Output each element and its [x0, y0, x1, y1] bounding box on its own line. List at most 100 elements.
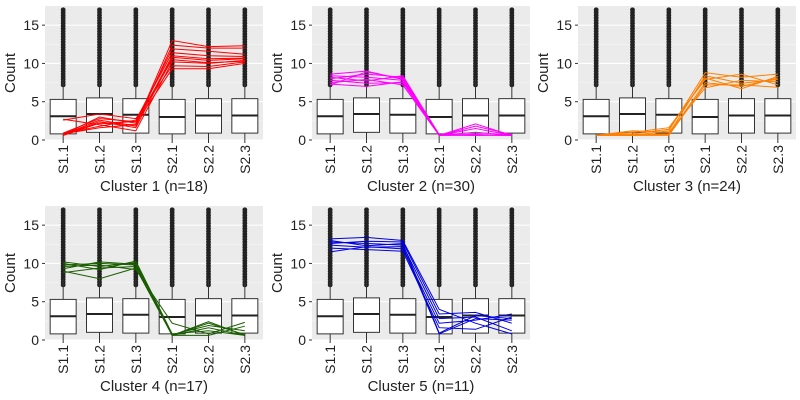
box-iqr — [122, 298, 150, 334]
boxplot-S2.3 — [231, 7, 259, 140]
box-iqr — [353, 297, 380, 333]
x-tick-label: S1.3 — [661, 145, 677, 174]
y-tick-label: 10 — [290, 55, 306, 71]
outlier-point — [775, 7, 781, 13]
boxplot-S2.1 — [691, 7, 719, 140]
outlier-point — [666, 7, 672, 13]
boxplot-S2.1 — [158, 7, 186, 140]
outlier-point — [473, 7, 478, 13]
boxplot-S1.1 — [582, 7, 610, 140]
panel-xlabel: Cluster 2 (n=30) — [367, 178, 475, 195]
x-tick-label: S2.3 — [504, 345, 520, 374]
outlier-point — [206, 207, 211, 213]
boxplot-S2.3 — [231, 207, 259, 340]
y-tick-label: 0 — [298, 132, 306, 148]
x-tick-label: S1.2 — [92, 345, 108, 374]
outlier-point — [327, 7, 333, 13]
boxplot-S1.2 — [353, 7, 380, 140]
x-tick-label: S1.3 — [128, 145, 144, 174]
x-tick-label: S2.1 — [164, 345, 180, 374]
x-tick-label: S2.2 — [468, 345, 484, 374]
profile-line-4 — [63, 52, 245, 135]
outlier-point — [364, 7, 369, 13]
y-tick-label: 10 — [556, 55, 572, 71]
x-tick-label: S1.2 — [359, 145, 375, 174]
y-axis-title: Count — [2, 252, 19, 293]
box-iqr — [86, 297, 113, 333]
boxplot-S2.1 — [425, 207, 453, 340]
y-tick-label: 15 — [290, 17, 306, 33]
y-tick-label: 15 — [23, 17, 39, 33]
y-axis-title: Count — [269, 52, 286, 93]
y-axis-title: Count — [269, 252, 286, 293]
x-tick-label: S1.1 — [322, 345, 338, 374]
box-iqr — [389, 298, 417, 334]
y-tick-label: 10 — [23, 55, 39, 71]
outlier-point — [133, 7, 139, 13]
outlier-point — [593, 7, 599, 13]
y-axis-title: Count — [535, 52, 552, 93]
panel-xlabel: Cluster 3 (n=24) — [633, 178, 741, 195]
x-tick-label: S2.2 — [201, 145, 217, 174]
x-tick-label: S1.2 — [625, 145, 641, 174]
x-tick-label: S2.1 — [431, 145, 447, 174]
profile-line-3 — [63, 48, 245, 134]
profile-line-8 — [330, 75, 512, 136]
outlier-point — [739, 7, 744, 13]
x-tick-label: S1.3 — [395, 145, 411, 174]
outlier-point — [242, 7, 248, 13]
outlier-point — [169, 7, 175, 13]
y-tick-label: 5 — [298, 294, 306, 310]
x-tick-label: S1.2 — [92, 145, 108, 174]
outlier-point — [327, 207, 333, 213]
box-iqr — [619, 97, 646, 133]
outlier-point — [509, 7, 515, 13]
x-tick-label: S2.2 — [201, 345, 217, 374]
profile-line-5 — [330, 240, 512, 324]
outlier-point — [400, 7, 406, 13]
y-tick-label: 15 — [23, 217, 39, 233]
outlier-point — [169, 207, 175, 213]
boxplot-S2.2 — [462, 7, 489, 140]
y-tick-label: 5 — [31, 94, 39, 110]
cluster-panel-5: 0 5 10 15 S1.1 S1.2 S1.3 S2.1 S2.2 S2.3 Cluster 5 … — [269, 206, 530, 395]
outlier-point — [133, 207, 139, 213]
y-tick-label: 10 — [290, 255, 306, 271]
profile-line-7 — [330, 240, 512, 334]
profile-line-7 — [63, 61, 245, 121]
outlier-point — [400, 207, 406, 213]
plot-background — [45, 6, 263, 140]
x-tick-label: S2.3 — [770, 145, 786, 174]
profile-line-7 — [63, 265, 245, 336]
outlier-point — [509, 207, 515, 213]
outlier-point — [97, 207, 102, 213]
y-tick-label: 5 — [564, 94, 572, 110]
panel-xlabel: Cluster 4 (n=17) — [100, 378, 208, 395]
outlier-point — [630, 7, 635, 13]
box-iqr — [389, 98, 417, 134]
x-tick-label: S2.2 — [468, 145, 484, 174]
plot-background — [45, 206, 263, 340]
y-tick-label: 15 — [556, 17, 572, 33]
cluster-panel-3: 0 5 10 15 S1.1 S1.2 S1.3 S2.1 S2.2 S2.3 Cluster 3 … — [535, 6, 796, 195]
boxplot-S1.3 — [122, 207, 150, 340]
x-tick-label: S1.1 — [322, 145, 338, 174]
y-axis-title: Count — [2, 52, 19, 93]
y-tick-label: 0 — [564, 132, 572, 148]
boxplot-S1.3 — [389, 7, 417, 140]
outlier-point — [702, 7, 708, 13]
x-tick-label: S2.1 — [431, 345, 447, 374]
y-tick-label: 0 — [298, 332, 306, 348]
box-iqr — [353, 97, 380, 133]
boxplot-S2.3 — [498, 7, 526, 140]
profile-line-1 — [330, 236, 512, 335]
outlier-point — [60, 207, 66, 213]
cluster-panel-4: 0 5 10 15 S1.1 S1.2 S1.3 S2.1 S2.2 S2.3 Cluster 4 … — [2, 206, 263, 395]
x-tick-label: S2.1 — [164, 145, 180, 174]
x-tick-label: S2.1 — [697, 145, 713, 174]
outlier-point — [436, 7, 442, 13]
outlier-point — [97, 7, 102, 13]
y-tick-label: 10 — [23, 255, 39, 271]
outlier-point — [242, 207, 248, 213]
